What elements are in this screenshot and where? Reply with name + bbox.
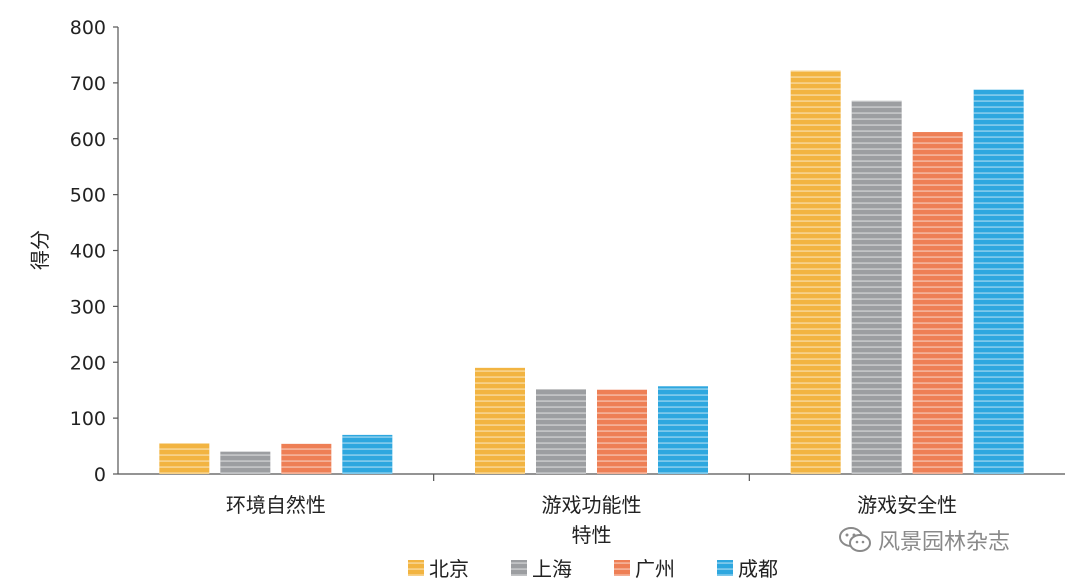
legend-label-上海: 上海 xyxy=(532,557,572,581)
y-axis-title: 得分 xyxy=(28,230,52,270)
legend-swatch-stripe xyxy=(511,560,527,576)
wechat-icon xyxy=(839,527,871,552)
y-tick-label: 400 xyxy=(70,241,106,263)
x-category-label: 游戏功能性 xyxy=(542,493,642,517)
legend-label-北京: 北京 xyxy=(429,557,469,581)
bar-stripe xyxy=(912,132,963,475)
x-axis-title: 特性 xyxy=(572,523,612,547)
y-tick-label: 800 xyxy=(70,17,106,39)
y-tick-label: 600 xyxy=(70,129,106,151)
bar-stripe xyxy=(159,443,210,474)
y-tick-label: 100 xyxy=(70,408,106,430)
bar-stripe xyxy=(281,443,332,474)
x-category-label: 环境自然性 xyxy=(226,493,326,517)
bars xyxy=(159,70,1024,475)
bar-stripe xyxy=(973,89,1024,474)
x-category-label: 游戏安全性 xyxy=(857,493,957,517)
legend-swatch-stripe xyxy=(408,560,424,576)
bar-stripe xyxy=(536,389,586,474)
bar-stripe xyxy=(597,389,647,474)
legend-swatch-stripe xyxy=(717,560,733,576)
bar-stripe xyxy=(790,70,841,475)
legend-label-广州: 广州 xyxy=(635,557,675,581)
y-tick-label: 0 xyxy=(94,464,106,486)
legend: 北京 上海 广州 成都 xyxy=(408,557,778,581)
legend-label-成都: 成都 xyxy=(738,557,778,581)
bar-stripe xyxy=(475,367,525,474)
watermark-text: 风景园林杂志 xyxy=(878,530,1011,555)
y-tick-label: 700 xyxy=(70,73,106,95)
labels: 0 100 200 300 400 500 600 700 800 环境自然性 游戏功能性 游戏安全性… xyxy=(28,17,957,547)
bar-stripe xyxy=(220,451,271,474)
legend-swatch-stripe xyxy=(614,560,630,576)
y-tick-label: 200 xyxy=(70,352,106,374)
y-tick-label: 300 xyxy=(70,296,106,318)
watermark: 风景园林杂志 xyxy=(838,524,1010,556)
axes xyxy=(113,26,1065,481)
bar-stripe xyxy=(342,434,393,474)
y-tick-label: 500 xyxy=(70,185,106,207)
bar-stripe xyxy=(658,386,708,474)
bar-stripe xyxy=(851,100,902,474)
